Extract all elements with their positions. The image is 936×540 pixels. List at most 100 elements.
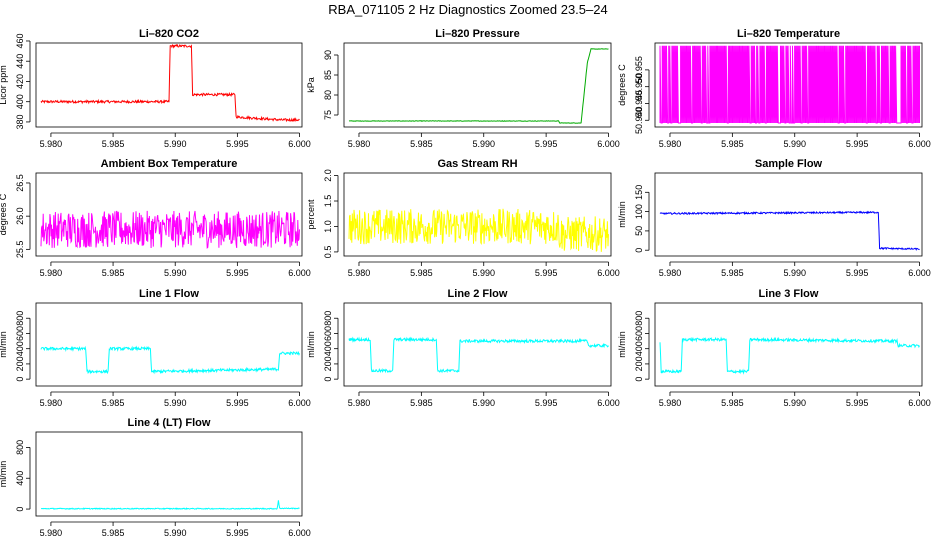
chart-title: Ambient Box Temperature: [101, 158, 238, 170]
y-tick-label: 26.5: [15, 174, 25, 192]
x-tick-label: 5.990: [783, 139, 806, 149]
data-series-line: [40, 500, 300, 510]
y-tick-label: 600: [634, 326, 644, 341]
data-series-line: [659, 210, 920, 251]
chart-panel-9: Line 3 Flow ml/min 5.980 5.985 5.990 5.995 6.0…: [617, 288, 931, 408]
plot-frame: [654, 302, 923, 387]
chart-title: Gas Stream RH: [437, 158, 517, 170]
y-tick-label: 400: [15, 94, 25, 109]
x-tick-label: 5.985: [102, 268, 125, 278]
chart-panel-8: Line 2 Flow ml/min 5.980 5.985 5.990 5.995 6.0…: [306, 288, 620, 408]
x-tick-label: 5.995: [226, 398, 249, 408]
plot-frame: [35, 42, 303, 128]
x-tick-label: 5.995: [535, 139, 558, 149]
y-tick-label: 150: [634, 185, 644, 200]
y-tick-label: 0.5: [323, 246, 333, 259]
x-tick-label: 5.990: [472, 139, 495, 149]
y-tick-label: 50.940: [634, 107, 644, 135]
x-tick-label: 5.980: [40, 398, 63, 408]
x-tick-label: 5.980: [40, 528, 63, 538]
x-tick-label: 5.995: [535, 268, 558, 278]
y-tick-label: 800: [15, 311, 25, 326]
x-tick-label: 5.980: [659, 139, 682, 149]
y-tick-label: 380: [15, 114, 25, 129]
x-tick-label: 6.000: [288, 268, 311, 278]
x-tick-label: 6.000: [908, 139, 931, 149]
x-tick-label: 6.000: [288, 398, 311, 408]
y-tick-label: 800: [634, 311, 644, 326]
plot-frame: [35, 172, 303, 257]
y-tick-label: 0: [634, 377, 644, 382]
plot-frame: [343, 42, 612, 128]
y-tick-label: 0: [15, 377, 25, 382]
chart-panel-7: Line 1 Flow ml/min 5.980 5.985 5.990 5.995 6.0…: [0, 288, 311, 408]
y-tick-label: 2.0: [323, 169, 333, 182]
data-series-line: [40, 210, 300, 249]
chart-title: Li–820 Pressure: [435, 28, 519, 40]
x-tick-label: 5.980: [40, 268, 63, 278]
y-tick-label: 0: [323, 377, 333, 382]
x-tick-label: 6.000: [597, 139, 620, 149]
y-axis-label: degrees C: [0, 193, 8, 235]
y-axis-label: ml/min: [617, 331, 627, 358]
y-axis-label: percent: [306, 199, 316, 230]
y-tick-label: 0: [15, 507, 25, 512]
y-tick-label: 50.945: [634, 90, 644, 118]
chart-title: Line 3 Flow: [759, 288, 819, 300]
x-tick-label: 5.995: [846, 398, 869, 408]
plot-frame: [35, 302, 303, 387]
y-axis-label: Licor ppm: [0, 65, 8, 105]
y-tick-label: 50.955: [634, 56, 644, 84]
x-tick-label: 5.995: [226, 139, 249, 149]
plot-frame: [343, 302, 612, 387]
x-tick-label: 5.990: [164, 528, 187, 538]
data-series-line: [348, 208, 609, 252]
x-tick-label: 5.990: [164, 398, 187, 408]
x-tick-label: 5.985: [102, 398, 125, 408]
chart-title: Sample Flow: [755, 158, 823, 170]
y-tick-label: 90: [323, 50, 333, 60]
x-tick-label: 5.985: [102, 528, 125, 538]
data-series-line: [40, 43, 300, 123]
y-tick-label: 420: [15, 74, 25, 89]
y-tick-label: 440: [15, 54, 25, 69]
y-tick-label: 400: [15, 341, 25, 356]
y-tick-label: 1.0: [323, 220, 333, 233]
x-tick-label: 5.985: [721, 268, 744, 278]
x-tick-label: 5.985: [721, 139, 744, 149]
x-tick-label: 5.985: [410, 139, 433, 149]
x-tick-label: 6.000: [597, 398, 620, 408]
y-tick-label: 1.5: [323, 195, 333, 208]
data-series-line: [659, 45, 920, 124]
x-tick-label: 6.000: [288, 139, 311, 149]
y-tick-label: 460: [15, 33, 25, 48]
plot-frame: [35, 431, 303, 517]
x-tick-label: 5.985: [102, 139, 125, 149]
x-tick-label: 6.000: [597, 268, 620, 278]
y-tick-label: 50.950: [634, 73, 644, 101]
y-tick-label: 25.5: [15, 241, 25, 259]
x-tick-label: 5.985: [721, 398, 744, 408]
x-tick-label: 5.995: [226, 528, 249, 538]
x-tick-label: 5.990: [783, 268, 806, 278]
y-axis-label: degrees C: [617, 64, 627, 106]
chart-panel-4: Ambient Box Temperature degrees C 5.980 5.9…: [0, 158, 311, 278]
chart-panel-1: Li–820 CO2 Licor ppm 5.980 5.985 5.990 5.995 6…: [0, 28, 311, 149]
data-series-line: [348, 48, 609, 124]
y-tick-label: 0: [634, 248, 644, 253]
x-tick-label: 5.990: [472, 398, 495, 408]
y-tick-label: 200: [15, 356, 25, 371]
y-axis-label: kPa: [306, 77, 316, 93]
x-tick-label: 5.995: [535, 398, 558, 408]
y-axis-label: ml/min: [0, 331, 8, 358]
x-tick-label: 5.990: [164, 268, 187, 278]
x-tick-label: 6.000: [908, 268, 931, 278]
y-tick-label: 800: [323, 311, 333, 326]
data-series-line: [659, 336, 920, 375]
chart-title: Line 1 Flow: [139, 288, 199, 300]
x-tick-label: 5.980: [348, 268, 371, 278]
x-tick-label: 5.995: [226, 268, 249, 278]
x-tick-label: 5.990: [783, 398, 806, 408]
x-tick-label: 5.990: [164, 139, 187, 149]
